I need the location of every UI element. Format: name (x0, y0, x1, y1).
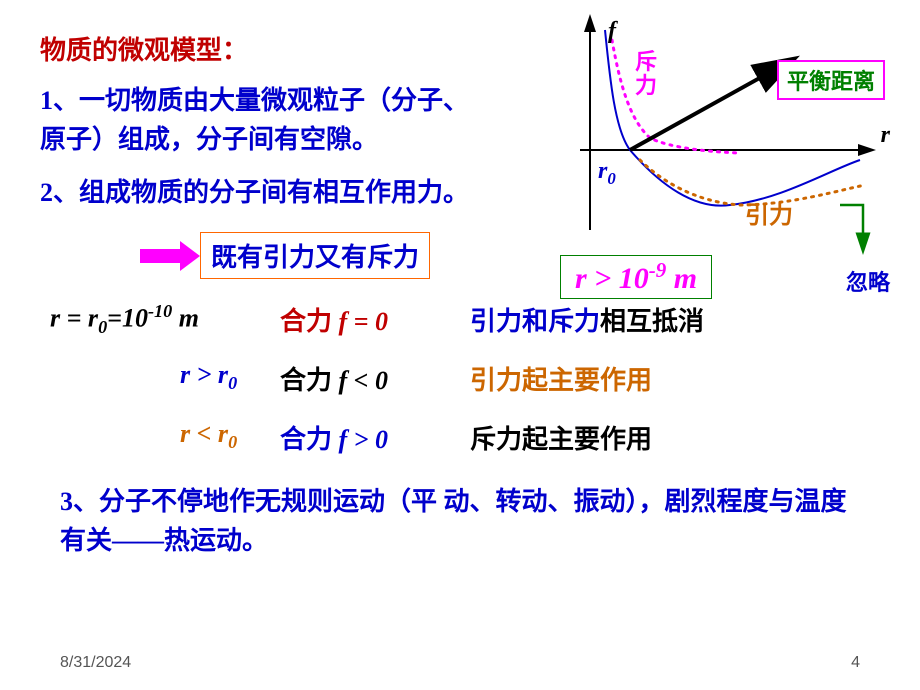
row-force: 合力 f > 0 (280, 419, 470, 456)
pt1-num: 1、 (40, 86, 79, 115)
magenta-arrow-icon (140, 241, 200, 271)
f-axis-label: f (608, 18, 616, 45)
pt3-text: 分子不停地作无规则运动（平 动、转动、振动），剧烈程度与温度有关——热运动。 (60, 487, 847, 555)
footer: 8/31/2024 4 (60, 654, 860, 672)
force-row: r > r0合力 f < 0引力起主要作用 (40, 360, 880, 397)
footer-date: 8/31/2024 (60, 654, 131, 672)
attraction-label: 引力 (745, 195, 793, 230)
r0-r: r (598, 158, 607, 184)
r0-sub: 0 (607, 169, 615, 188)
force-box: 既有引力又有斥力 (200, 232, 430, 279)
pt2-num: 2、 (40, 178, 79, 207)
rbox-unit: m (666, 262, 697, 295)
pt1-t2: 原子）组成，分子间有空隙。 (40, 125, 378, 154)
row-condition: r > r0 (40, 360, 280, 397)
repulsion-label: 斥力 (635, 50, 659, 98)
footer-page: 4 (851, 654, 860, 672)
r0-label: r0 (598, 158, 616, 189)
rbox-main: r > 10 (575, 262, 649, 295)
force-chart: f r r0 斥力 引力 平衡距离 r > 10-9 m 忽略 (530, 10, 890, 310)
title-text: 物质的微观模型： (40, 36, 248, 65)
row-condition: r < r0 (40, 419, 280, 456)
r-axis-label: r (881, 122, 890, 149)
row-effect: 斥力起主要作用 (470, 419, 810, 456)
row-force: 合力 f = 0 (280, 301, 470, 338)
row-effect: 引力起主要作用 (470, 360, 810, 397)
repulsion-text: 斥力 (635, 50, 659, 98)
row-force: 合力 f < 0 (280, 360, 470, 397)
point-3: 3、分子不停地作无规则运动（平 动、转动、振动），剧烈程度与温度有关——热运动。 (40, 482, 860, 560)
balance-distance-box: 平衡距离 (777, 60, 885, 100)
slide: 物质的微观模型： 1、一切物质由大量微观粒子（分子、 原子）组成，分子间有空隙。… (0, 0, 920, 690)
green-arrow-icon (835, 200, 875, 260)
r-threshold-text: r > 10-9 m (575, 262, 697, 295)
force-row: r < r0合力 f > 0斥力起主要作用 (40, 419, 880, 456)
pt1-t1: 一切物质由大量微观粒子（分子、 (79, 86, 469, 115)
ignore-label: 忽略 (846, 265, 890, 297)
point-1: 1、一切物质由大量微观粒子（分子、 原子）组成，分子间有空隙。 (40, 81, 550, 159)
row-condition: r = r0=10-10 m (40, 301, 280, 338)
pt2-text: 组成物质的分子间有相互作用力。 (79, 178, 469, 207)
force-table: r = r0=10-10 m合力 f = 0引力和斥力相互抵消r > r0合力 … (40, 301, 880, 456)
pt3-num: 3、 (60, 487, 99, 516)
r-threshold-box: r > 10-9 m (560, 255, 712, 299)
rbox-sup: -9 (649, 258, 667, 282)
